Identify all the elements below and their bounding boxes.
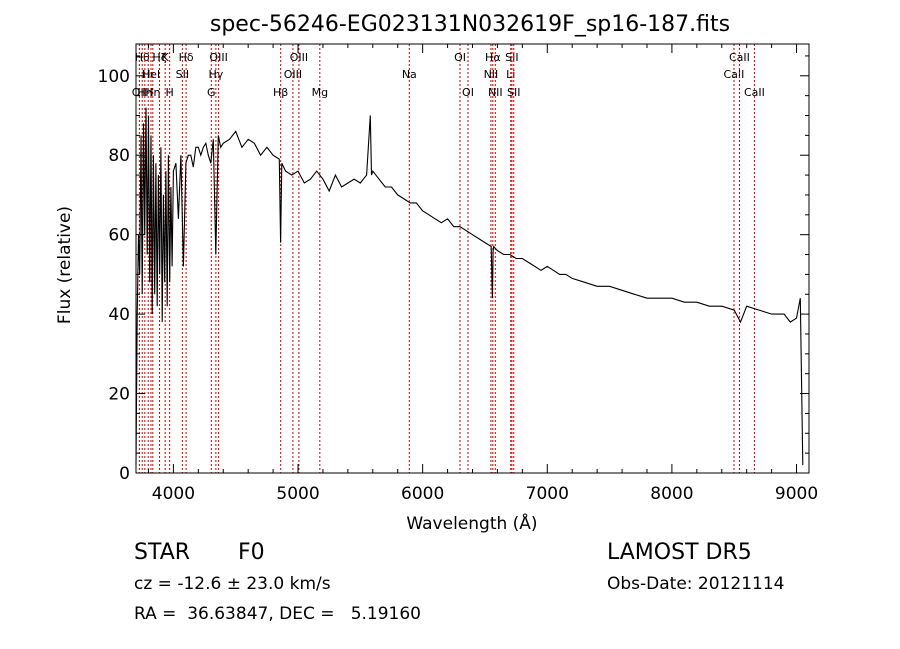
spectral-line-label: Hη (145, 86, 160, 99)
spectral-line-label: HeI (142, 68, 160, 81)
chart-title: spec-56246-EG023131N032619F_sp16-187.fit… (210, 12, 730, 37)
y-tick-label: 20 (108, 385, 130, 405)
spectral-line-label: NII (484, 68, 499, 81)
spectral-line-label: Mg (312, 86, 328, 99)
spectral-line-label: OIII (284, 68, 302, 81)
y-tick-label: 0 (119, 464, 130, 484)
y-axis-label: Flux (relative) (55, 206, 75, 324)
spectral-line-label: Hθ (135, 51, 150, 64)
spectral-line-label: Li (506, 68, 515, 81)
spectral-line-label: CaII (724, 68, 745, 81)
spectral-line-label: Hγ (208, 68, 223, 81)
spectral-line-label: CaII (729, 51, 750, 64)
survey-name: LAMOST DR5 (607, 540, 752, 565)
x-axis: 4000 5000 6000 7000 8000 9000 (147, 44, 818, 504)
observation-date: Obs-Date: 20121114 (607, 574, 785, 594)
spectral-line-label: OIII (290, 51, 308, 64)
redshift-velocity: cz = -12.6 ± 23.0 km/s (134, 574, 331, 594)
spectral-line-markers: OIIHθHηHιHeIHηHζKHSIIHδGHγOIIIHβOIIIOIII… (132, 44, 765, 473)
spectral-line-label: SII (176, 68, 189, 81)
object-subclass: F0 (238, 540, 265, 565)
y-tick-label: 80 (108, 146, 130, 166)
plot-frame (135, 43, 810, 474)
y-tick-label: 60 (108, 226, 130, 246)
spectral-line-label: Hβ (273, 86, 288, 99)
spectral-line-label: Na (402, 68, 417, 81)
spectral-line-label: K (162, 51, 170, 64)
spectral-line-label: H (166, 86, 174, 99)
object-class: STAR (134, 540, 191, 565)
spectral-line-label: Hα (485, 51, 501, 64)
spectral-line-label: OIII (209, 51, 227, 64)
x-tick-label: 5000 (276, 484, 319, 504)
x-tick-label: 4000 (152, 484, 195, 504)
x-tick-label: 6000 (401, 484, 444, 504)
x-axis-label: Wavelength (Å) (406, 512, 537, 534)
spectral-line-label: CaII (744, 86, 765, 99)
x-tick-label: 7000 (526, 484, 569, 504)
spectral-line-label: SII (505, 51, 518, 64)
y-tick-label: 40 (108, 305, 130, 325)
spectral-line-label: NII (488, 86, 503, 99)
spectral-line-label: Hζ (152, 51, 166, 64)
x-tick-label: 8000 (650, 484, 693, 504)
y-axis: 0 20 40 60 80 100 (98, 55, 809, 484)
spectral-line-label: Hδ (179, 51, 194, 64)
coordinates: RA = 36.63847, DEC = 5.19160 (134, 604, 421, 624)
spectral-line-label: OI (462, 86, 474, 99)
x-tick-label: 9000 (775, 484, 818, 504)
y-tick-label: 100 (98, 67, 130, 87)
spectrum-line (135, 107, 804, 466)
spectral-line-label: OI (454, 51, 466, 64)
spectral-line-label: SII (507, 86, 520, 99)
spectral-line-label: G (207, 86, 216, 99)
